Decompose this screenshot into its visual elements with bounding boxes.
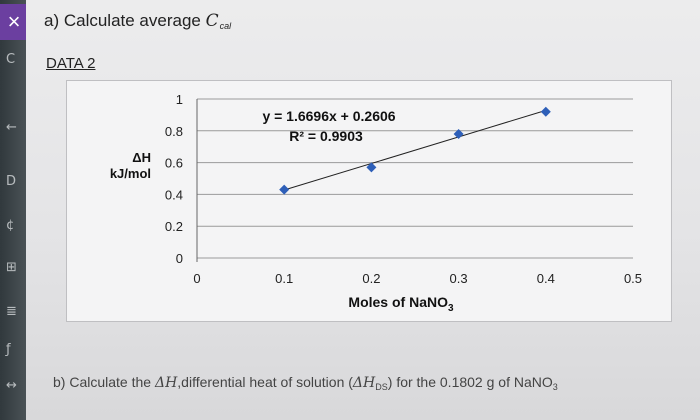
left-sidebar-strip: C ← D ¢ ⊞ ≣ ƒ ↔ (0, 0, 26, 420)
equation-label: y = 1.6696x + 0.2606 (262, 108, 395, 124)
question-b-prefix: b) Calculate the (53, 374, 155, 390)
question-a: a) Calculate average Ccal (44, 11, 231, 31)
question-b-suffix-subscript: 3 (552, 382, 558, 392)
x-tick-label: 0.5 (624, 271, 642, 286)
x-tick-label: 0.3 (450, 271, 468, 286)
x-axis-label-text: Moles of NaNO (348, 294, 448, 310)
page-content: a) Calculate average Ccal DATA 2 ••• 00.… (26, 0, 700, 420)
x-tick-label: 0.4 (537, 271, 555, 286)
y-tick-label: 0.6 (165, 156, 183, 171)
sidebar-glyph-icon[interactable]: ⊞ (6, 260, 17, 275)
close-icon[interactable]: × (0, 4, 28, 40)
data-point (366, 162, 377, 173)
y-tick-label: 0.4 (165, 187, 183, 202)
delta-h-ds-symbol: ΔH (352, 375, 376, 391)
y-tick-label: 0.2 (165, 219, 183, 234)
y-tick-label: 1 (176, 92, 183, 107)
y-tick-label: 0.8 (165, 124, 183, 139)
sidebar-glyph-icon[interactable]: ¢ (6, 218, 15, 233)
data-point (540, 106, 551, 117)
x-axis-label: Moles of NaNO3 (348, 294, 454, 314)
data-point (453, 128, 464, 139)
question-a-prefix: a) Calculate average (44, 11, 206, 30)
y-axis-label-line2: kJ/mol (110, 166, 151, 181)
sidebar-glyph-icon[interactable]: ↔ (6, 378, 17, 393)
trendline (284, 109, 546, 191)
x-tick-label: 0.1 (275, 271, 293, 286)
x-tick-label: 0.2 (362, 271, 380, 286)
question-b-middle: ,differential heat of solution ( (177, 374, 353, 390)
delta-h-symbol: ΔH (154, 375, 178, 391)
y-tick-label: 0 (176, 251, 183, 266)
data-point (279, 184, 290, 195)
sidebar-glyph-icon[interactable]: ← (6, 120, 17, 135)
x-tick-label: 0 (193, 271, 200, 286)
sidebar-glyph-icon[interactable]: ƒ (6, 342, 11, 357)
chart-svg: 0 0.2 0.4 0.6 0.8 1 0 0.1 0.2 0.3 0.4 0.5 y = 1.6696… (110, 92, 642, 314)
r-squared-label: R² = 0.9903 (289, 128, 363, 144)
chart-frame: 0 0.2 0.4 0.6 0.8 1 0 0.1 0.2 0.3 0.4 0.5 y = 1.6696… (66, 80, 672, 322)
c-symbol: C (205, 11, 219, 31)
question-b: b) Calculate the ΔH,differential heat of… (53, 374, 558, 392)
y-axis-label-line1: ΔH (132, 150, 151, 165)
c-subscript: cal (219, 21, 232, 31)
delta-h-ds-subscript: DS (375, 382, 388, 392)
x-axis-label-subscript: 3 (448, 303, 454, 314)
sidebar-glyph-icon[interactable]: C (6, 52, 16, 67)
sidebar-glyph-icon[interactable]: D (6, 174, 17, 189)
sidebar-glyph-icon[interactable]: ≣ (6, 304, 17, 319)
data-title: DATA 2 (46, 55, 96, 72)
question-b-suffix: ) for the 0.1802 g of NaNO (387, 374, 553, 390)
